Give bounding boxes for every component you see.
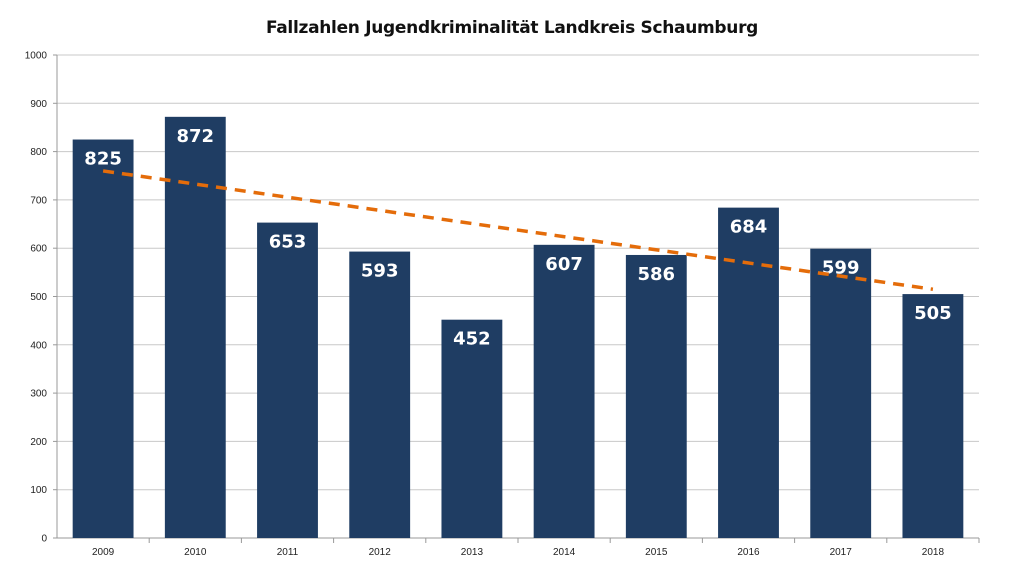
bar (72, 139, 134, 538)
data-label: 586 (638, 264, 676, 285)
y-tick-label: 700 (30, 195, 47, 206)
x-tick-label: 2011 (277, 547, 299, 558)
y-tick-label: 1000 (25, 51, 48, 62)
x-tick-label: 2015 (645, 547, 668, 558)
y-tick-label: 600 (30, 244, 47, 255)
data-label: 684 (730, 217, 768, 238)
bar (349, 251, 411, 538)
y-tick-label: 900 (30, 99, 47, 110)
data-label: 872 (177, 126, 215, 147)
x-tick-label: 2017 (830, 547, 853, 558)
bar (533, 244, 595, 538)
bar (718, 207, 779, 539)
data-label: 607 (545, 254, 583, 275)
y-tick-label: 300 (30, 389, 47, 400)
bar (625, 254, 687, 538)
y-tick-label: 100 (30, 485, 47, 496)
x-tick-label: 2018 (922, 547, 945, 558)
x-tick-label: 2012 (369, 547, 392, 558)
y-tick-label: 200 (30, 437, 47, 448)
trendline (102, 169, 934, 291)
bar (902, 294, 964, 538)
data-label: 452 (453, 329, 491, 350)
data-label: 593 (361, 261, 399, 282)
data-label: 825 (84, 149, 122, 170)
bar (164, 116, 226, 538)
y-tick-label: 400 (30, 340, 47, 351)
x-tick-label: 2013 (461, 547, 484, 558)
y-tick-label: 800 (30, 147, 47, 158)
y-tick-label: 500 (30, 292, 47, 303)
chart-title: Fallzahlen Jugendkriminalität Landkreis … (265, 18, 759, 38)
data-label: 653 (269, 232, 307, 253)
bar (441, 319, 503, 538)
y-tick-label: 0 (41, 534, 47, 545)
data-label: 505 (914, 303, 952, 324)
x-tick-label: 2010 (184, 547, 207, 558)
x-tick-label: 2009 (92, 547, 115, 558)
x-tick-label: 2014 (553, 547, 576, 558)
x-tick-label: 2016 (737, 547, 760, 558)
bar (810, 248, 872, 539)
bar (257, 222, 318, 538)
data-label: 599 (822, 258, 860, 279)
